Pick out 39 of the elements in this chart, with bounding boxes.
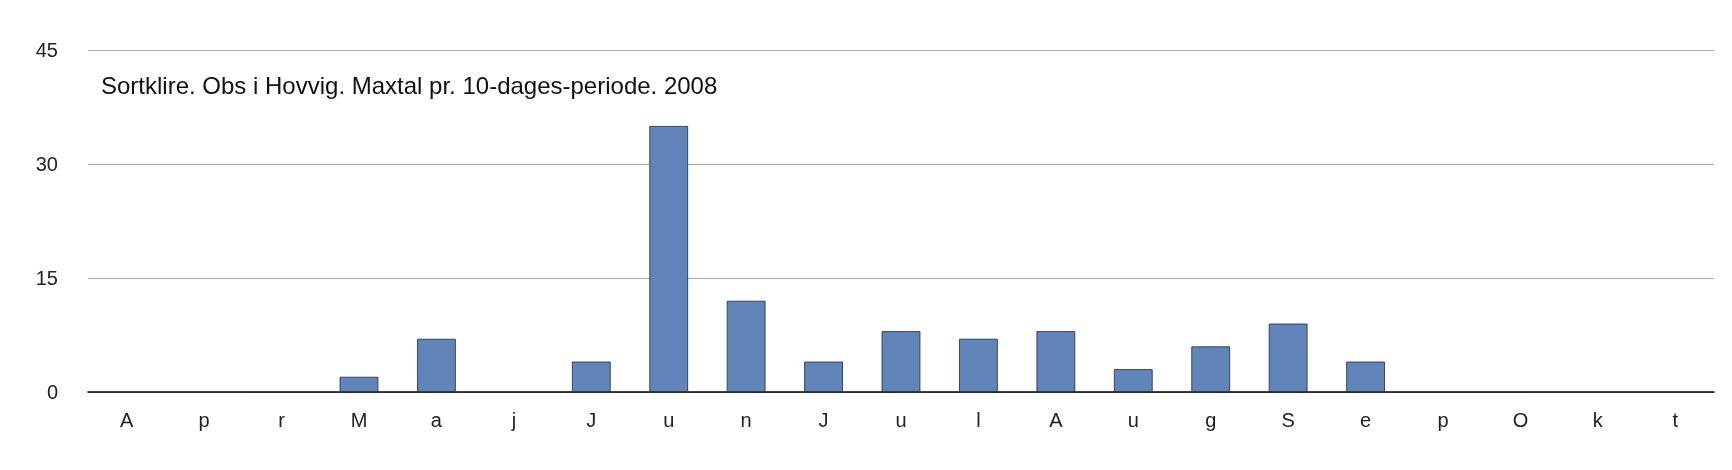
x-tick-label: M: [350, 409, 368, 431]
x-tick-label: l: [976, 409, 981, 431]
bar: [649, 126, 689, 392]
x-tick-label: A: [1049, 409, 1064, 431]
bar: [417, 338, 456, 392]
bar: [959, 338, 998, 392]
x-tick-label: p: [1437, 409, 1449, 431]
bar: [1036, 331, 1076, 392]
y-tick-label: 45: [35, 39, 58, 61]
x-tick-label: u: [663, 409, 675, 431]
text: Sortklire. Obs i Hovvig. Maxtal pr. 10-dages-periode. 2008: [101, 71, 718, 99]
x-tick-label: k: [1592, 409, 1604, 431]
bar: [571, 361, 611, 392]
bar: [1268, 323, 1308, 392]
bar: [881, 331, 921, 392]
x-tick-label: J: [586, 409, 597, 431]
x-tick-label: J: [818, 409, 829, 431]
x-tick-label: g: [1205, 409, 1217, 431]
bar: [726, 300, 766, 392]
x-tick-label: r: [278, 409, 286, 431]
bar: [804, 361, 843, 392]
y-tick-label: 15: [35, 267, 58, 289]
x-tick-label: u: [895, 409, 907, 431]
x-tick-label: e: [1360, 409, 1372, 431]
bar: [1191, 346, 1231, 392]
x-tick-label: O: [1512, 409, 1529, 431]
x-tick-label: n: [740, 409, 752, 431]
y-tick-label: 0: [46, 381, 58, 403]
x-tick-label: a: [430, 409, 443, 431]
x-tick-label: j: [510, 409, 517, 431]
bar: [1113, 369, 1153, 392]
x-tick-label: t: [1672, 409, 1679, 431]
x-tick-label: S: [1281, 409, 1295, 431]
bar: [339, 376, 379, 392]
x-tick-label: p: [198, 409, 210, 431]
x-tick-label: u: [1127, 409, 1139, 431]
y-tick-label: 30: [35, 153, 58, 175]
x-tick-label: A: [120, 409, 135, 431]
bar: [1346, 361, 1385, 392]
